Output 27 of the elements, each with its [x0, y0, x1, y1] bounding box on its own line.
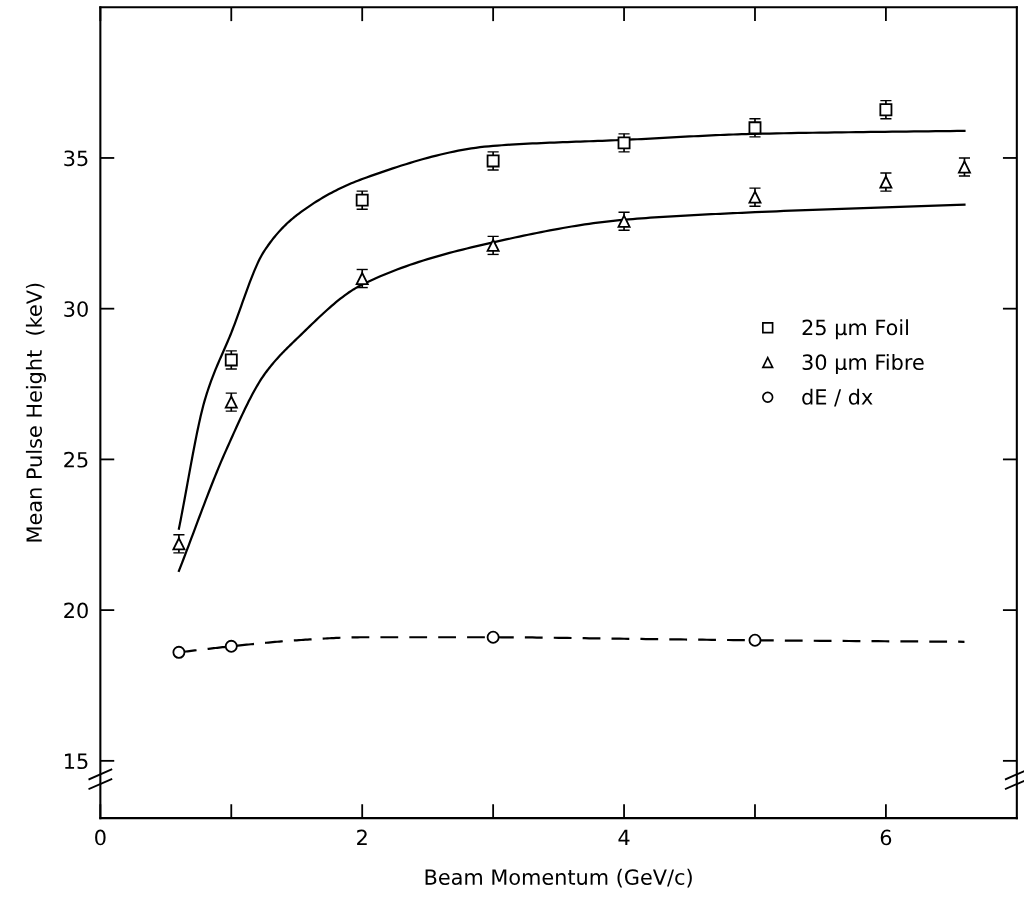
y-tick-label: 25	[64, 451, 88, 468]
y-axis-title: Mean Pulse Height (keV)	[25, 283, 47, 542]
point	[748, 121, 762, 135]
point	[224, 639, 238, 653]
y-tick-label: 15	[65, 753, 88, 770]
legend-label: dE / dx	[802, 388, 873, 407]
x-tick-label: 0	[95, 829, 106, 846]
x-axis-title: Beam Momentum (GeV/c)	[425, 868, 692, 888]
point	[355, 272, 369, 285]
y-tick-label: 20	[64, 602, 88, 619]
x-tick-label: 2	[357, 829, 367, 846]
point	[172, 537, 186, 551]
point	[355, 193, 369, 207]
legend-label: 30 µm Fibre	[802, 353, 924, 375]
x-tick-label: 4	[618, 829, 630, 846]
point	[748, 190, 762, 204]
y-tick-label: 35	[64, 150, 88, 167]
point	[748, 633, 762, 647]
x-tick-label: 6	[880, 829, 892, 846]
point	[172, 645, 186, 659]
y-tick-label: 30	[64, 301, 88, 317]
point	[224, 395, 238, 409]
point	[486, 238, 500, 252]
point	[617, 214, 631, 228]
point	[486, 630, 500, 644]
point	[879, 103, 893, 117]
legend-label: 25 µm Foil	[802, 319, 908, 340]
